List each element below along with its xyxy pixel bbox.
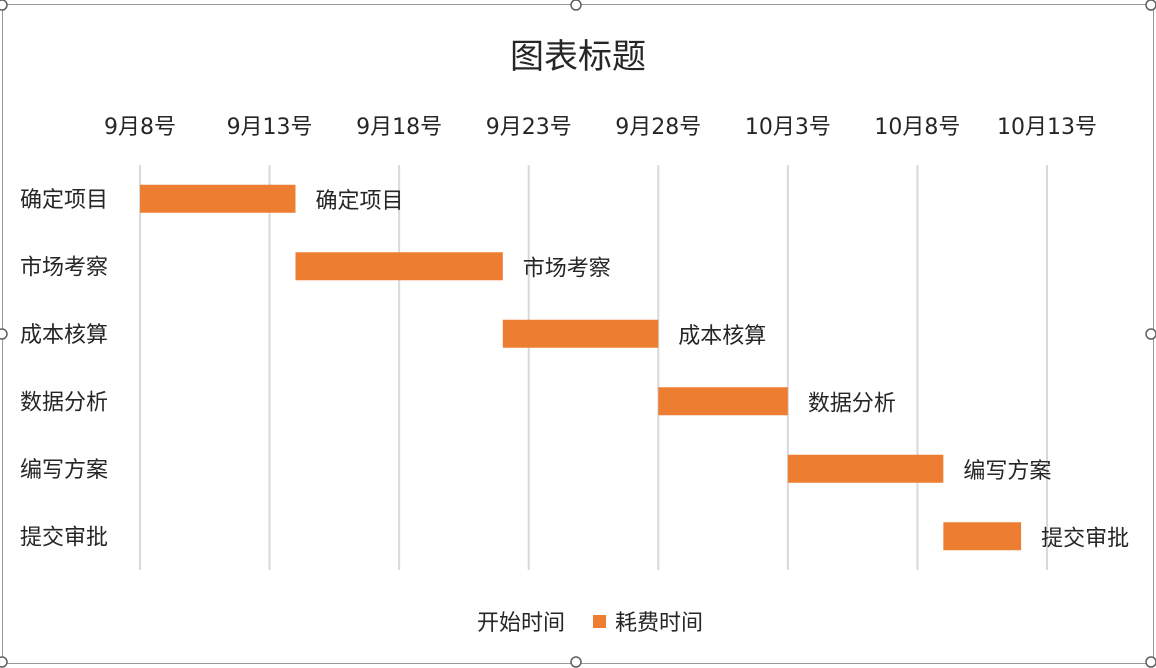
legend[interactable]: 开始时间 耗费时间 [477,611,703,636]
resize-handle[interactable] [570,656,582,668]
data-label: 数据分析 [808,391,896,416]
x-tick-label: 9月23号 [486,115,572,140]
data-label: 提交审批 [1041,526,1129,551]
x-tick-label: 10月3号 [745,115,831,140]
data-label: 确定项目 [315,189,403,214]
duration-bar[interactable] [943,522,1022,551]
data-label: 编写方案 [963,459,1051,484]
resize-handle[interactable] [0,328,8,340]
duration-bar[interactable] [658,387,788,416]
duration-bar[interactable] [502,319,659,348]
legend-item-start: 开始时间 [477,611,565,636]
y-category-label: 编写方案 [20,458,108,483]
x-tick-label: 9月28号 [615,115,701,140]
y-category-label: 数据分析 [20,390,108,415]
legend-swatch-duration [593,615,606,628]
y-category-label: 确定项目 [20,188,108,213]
x-tick-label: 9月8号 [104,115,176,140]
data-label: 市场考察 [523,256,611,281]
duration-bar[interactable] [295,252,503,281]
legend-item-duration: 耗费时间 [615,611,703,636]
x-tick-label: 10月13号 [997,115,1097,140]
chart-title[interactable]: 图表标题 [510,37,646,77]
y-category-label: 提交审批 [20,525,108,550]
x-axis-tick-labels: 9月8号 9月13号 9月18号 9月23号 9月28号 10月3号 10月8号 10月13号 [104,115,1097,140]
resize-handle[interactable] [1145,328,1156,340]
resize-handle[interactable] [1145,656,1156,668]
resize-handle[interactable] [0,0,8,11]
series-bars [140,184,1022,551]
x-tick-label: 10月8号 [874,115,960,140]
x-tick-label: 9月13号 [227,115,313,140]
resize-handle[interactable] [1145,0,1156,11]
y-category-label: 成本核算 [20,323,108,348]
resize-handle[interactable] [570,0,582,11]
gridlines [139,165,1048,570]
y-category-label: 市场考察 [20,255,108,280]
duration-bar[interactable] [140,184,296,213]
resize-handle[interactable] [0,656,8,668]
data-label: 成本核算 [678,324,766,349]
x-tick-label: 9月18号 [356,115,442,140]
duration-bar[interactable] [787,454,944,483]
